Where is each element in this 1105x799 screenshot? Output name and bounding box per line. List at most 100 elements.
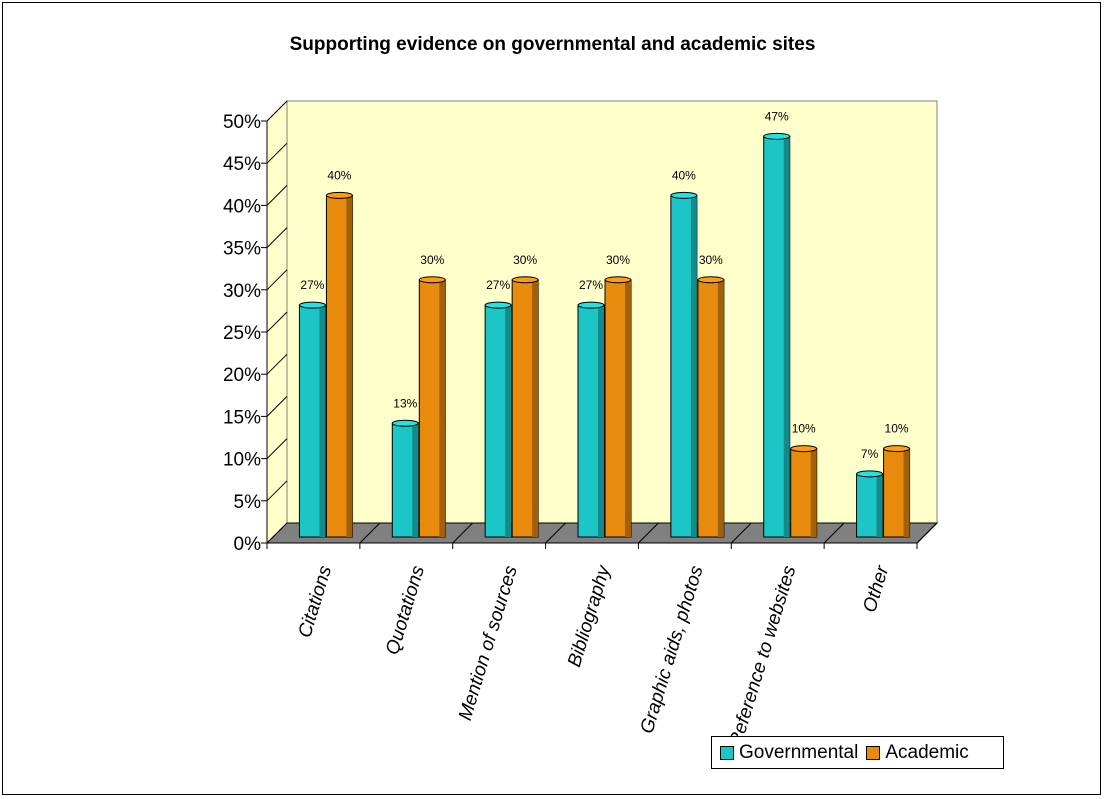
- bar-governmental-3: [577, 301, 605, 538]
- y-tick-depth: [266, 522, 288, 544]
- x-axis-depth: [916, 522, 938, 544]
- bar-governmental-5: [763, 132, 791, 538]
- bar-side: [690, 195, 697, 537]
- data-label-governmental-5: 47%: [765, 109, 789, 123]
- legend-label-academic: Academic: [885, 741, 969, 763]
- bar-cap: [298, 301, 326, 309]
- x-tick-depth: [452, 522, 474, 544]
- data-label-academic-2: 30%: [513, 253, 537, 267]
- bar-cap: [577, 301, 605, 309]
- bar-side: [717, 279, 724, 537]
- bar-side: [439, 279, 446, 537]
- x-tick-depth: [730, 522, 752, 544]
- bar-academic-2: [511, 276, 539, 538]
- x-tick-depth: [359, 522, 381, 544]
- x-tick-label: Quotations: [382, 563, 429, 657]
- y-tick-label: 20%: [223, 365, 261, 386]
- y-tick-depth: [266, 100, 288, 122]
- bar-academic-1: [418, 276, 446, 538]
- data-label-governmental-1: 13%: [393, 396, 417, 410]
- data-label-academic-4: 30%: [699, 253, 723, 267]
- bar-academic-5: [790, 445, 818, 538]
- bar-cap: [484, 301, 512, 309]
- legend-item-academic: Academic: [866, 741, 969, 764]
- legend-swatch-governmental: [720, 745, 734, 760]
- y-tick-label: 35%: [223, 239, 261, 260]
- y-tick-label: 40%: [223, 196, 261, 217]
- bar-cap: [883, 445, 911, 453]
- x-tick-depth: [638, 522, 659, 544]
- y-tick-label: 50%: [223, 112, 261, 133]
- y-tick-depth: [266, 396, 288, 417]
- x-tick-label: Reference to websites: [725, 563, 800, 749]
- data-label-academic-1: 30%: [420, 253, 444, 267]
- x-tick-label: Graphic aids, photos: [637, 563, 708, 736]
- bar-governmental-4: [670, 191, 698, 538]
- y-tick-depth: [266, 142, 288, 164]
- x-tick-depth: [545, 522, 566, 544]
- x-tick-depth: [823, 522, 845, 544]
- y-tick-depth: [266, 269, 288, 291]
- x-tick-label: Mention of sources: [455, 563, 522, 723]
- bar-side: [903, 448, 910, 537]
- data-label-governmental-0: 27%: [300, 278, 324, 292]
- y-tick-depth: [266, 311, 288, 333]
- data-label-academic-0: 40%: [327, 168, 351, 182]
- legend: Governmental Academic: [711, 736, 1004, 769]
- bar-governmental-1: [391, 419, 419, 538]
- bar-side: [346, 195, 353, 537]
- chart-title: Supporting evidence on governmental and …: [289, 34, 816, 55]
- data-label-governmental-3: 27%: [579, 278, 603, 292]
- y-tick-depth: [266, 480, 288, 502]
- bar-academic-4: [697, 276, 725, 538]
- y-tick-label: 45%: [223, 154, 261, 175]
- bar-cap: [670, 191, 698, 199]
- bar-side: [505, 305, 512, 537]
- y-tick-depth: [266, 438, 288, 459]
- bar-side: [319, 305, 326, 537]
- y-tick-label: 5%: [234, 492, 262, 513]
- bar-side: [532, 279, 539, 537]
- y-tick-label: 10%: [223, 450, 261, 471]
- legend-item-governmental: Governmental: [720, 742, 858, 764]
- bar-cap: [790, 445, 818, 453]
- data-label-governmental-2: 27%: [486, 278, 510, 292]
- data-label-academic-3: 30%: [606, 253, 630, 267]
- y-tick-label: 15%: [223, 407, 261, 428]
- bar-governmental-0: [298, 301, 326, 538]
- bar-academic-6: [883, 445, 911, 538]
- y-tick-label: 30%: [223, 281, 261, 302]
- data-label-governmental-4: 40%: [672, 168, 696, 182]
- x-tick-label: Bibliography: [564, 562, 615, 670]
- bar-cap: [604, 276, 632, 284]
- bar-academic-0: [325, 191, 353, 538]
- y-tick-depth: [266, 227, 288, 248]
- bar-side: [783, 136, 790, 537]
- bar-side: [625, 279, 631, 537]
- data-label-academic-6: 10%: [885, 422, 909, 436]
- bar-cap: [511, 276, 539, 284]
- bar-academic-3: [604, 276, 632, 538]
- data-label-academic-5: 10%: [792, 422, 816, 436]
- bar-side: [598, 305, 604, 537]
- x-tick-label: Other: [859, 563, 893, 615]
- bar-cap: [697, 276, 725, 284]
- bar-side: [412, 423, 419, 537]
- bar-side: [810, 448, 817, 537]
- x-tick-label: Citations: [295, 563, 337, 640]
- y-tick-depth: [266, 185, 288, 206]
- y-tick-label: 0%: [234, 534, 262, 555]
- y-tick-depth: [266, 353, 288, 375]
- bar-cap: [418, 276, 446, 284]
- bar-cap: [391, 419, 419, 427]
- data-label-governmental-6: 7%: [861, 447, 879, 461]
- bar-cap: [325, 191, 353, 199]
- y-tick-label: 25%: [223, 323, 261, 344]
- bar-side: [876, 473, 883, 537]
- bar-cap: [856, 470, 884, 478]
- bar-governmental-6: [856, 470, 884, 538]
- legend-swatch-academic: [866, 745, 881, 760]
- bar-cap: [763, 132, 791, 140]
- legend-label-governmental: Governmental: [739, 741, 859, 763]
